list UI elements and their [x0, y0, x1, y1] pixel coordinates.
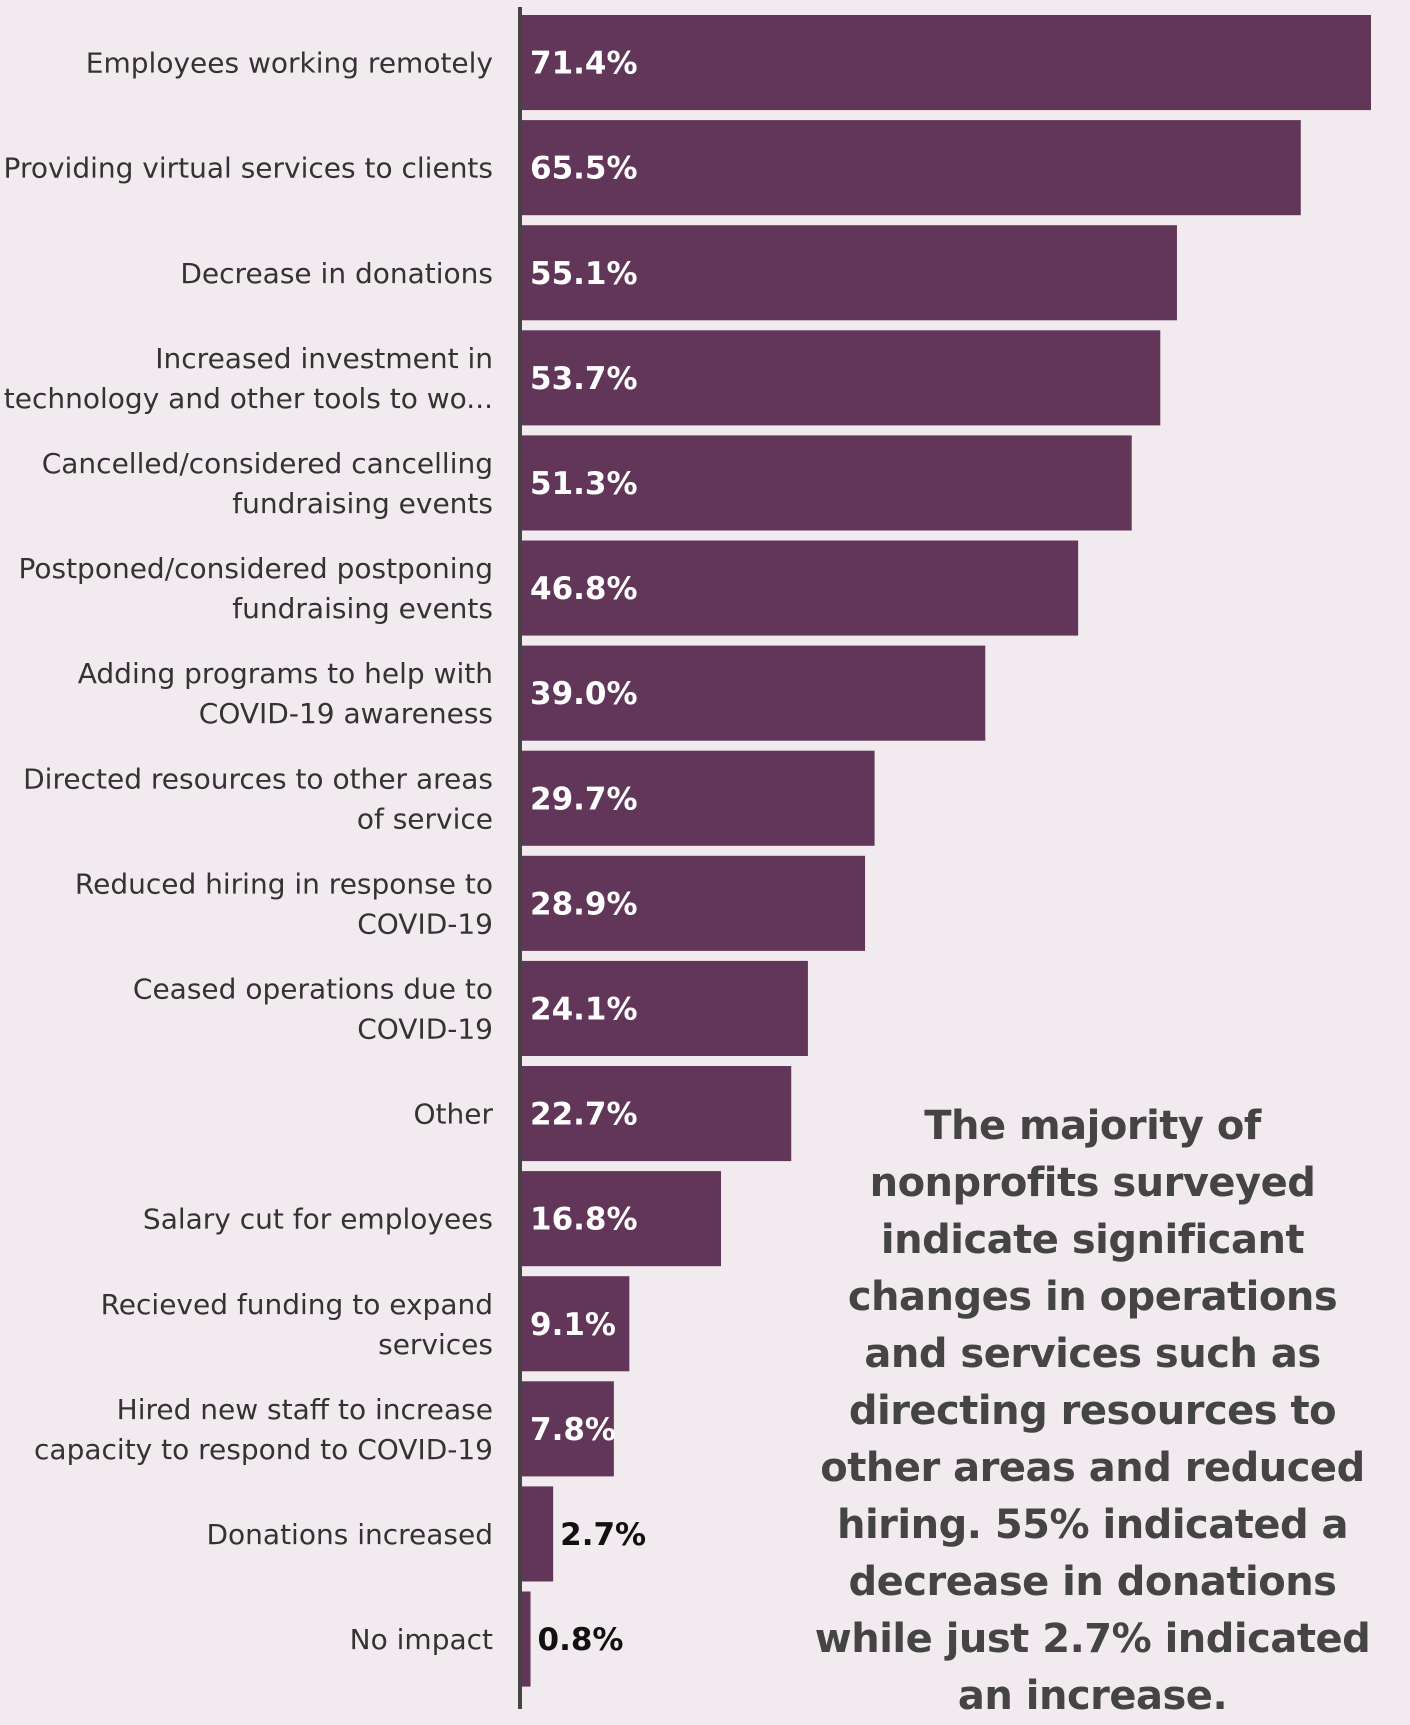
category-label-5: Postponed/considered postponing fundraisi…	[18, 552, 493, 625]
bar-7	[521, 750, 875, 846]
value-label-2: 55.1%	[530, 256, 638, 292]
category-label-14: Donations increased	[206, 1518, 493, 1551]
bar-5	[521, 540, 1079, 636]
bar-0	[521, 15, 1371, 111]
value-label-3: 53.7%	[530, 361, 638, 397]
value-label-0: 71.4%	[530, 46, 638, 82]
bar-13	[521, 1381, 614, 1477]
value-label-5: 46.8%	[530, 571, 638, 607]
value-label-4: 51.3%	[530, 466, 638, 502]
value-label-13: 7.8%	[530, 1412, 616, 1448]
category-label-6: Adding programs to help with COVID-19 awa…	[78, 657, 493, 730]
category-label-13: Hired new staff to increase capacity to r…	[34, 1393, 493, 1466]
bar-11	[521, 1171, 721, 1267]
value-label-7: 29.7%	[530, 781, 638, 817]
value-label-6: 39.0%	[530, 676, 638, 712]
bar-3	[521, 330, 1161, 426]
category-label-4: Cancelled/considered cancelling fundraisi…	[42, 447, 493, 520]
value-label-15: 0.8%	[538, 1622, 624, 1658]
category-label-9: Ceased operations due to COVID-19	[133, 972, 493, 1045]
bar-8	[521, 855, 866, 951]
bar-1	[521, 120, 1301, 216]
category-label-15: No impact	[350, 1623, 493, 1656]
bar-9	[521, 960, 808, 1056]
category-label-2: Decrease in donations	[180, 257, 493, 290]
category-label-12: Recieved funding to expand services	[101, 1288, 493, 1361]
value-label-11: 16.8%	[530, 1202, 638, 1238]
value-label-10: 22.7%	[530, 1097, 638, 1133]
bar-12	[521, 1276, 630, 1372]
value-label-12: 9.1%	[530, 1307, 616, 1343]
category-label-11: Salary cut for employees	[143, 1203, 493, 1236]
bar-14	[521, 1486, 554, 1582]
bar-2	[521, 225, 1177, 321]
chart-annotation: The majority of nonprofits surveyed indi…	[814, 1103, 1371, 1719]
category-label-10: Other	[413, 1098, 493, 1131]
category-label-3: Increased investment in technology and ot…	[4, 342, 493, 415]
bar-4	[521, 435, 1132, 531]
category-label-0: Employees working remotely	[86, 47, 493, 80]
category-label-7: Directed resources to other areas of serv…	[23, 762, 493, 835]
value-label-14: 2.7%	[560, 1517, 646, 1553]
category-label-8: Reduced hiring in response to COVID-19	[75, 867, 493, 940]
bar-6	[521, 645, 986, 741]
value-label-9: 24.1%	[530, 991, 638, 1027]
bar-15	[521, 1591, 531, 1687]
category-label-1: Providing virtual services to clients	[4, 152, 493, 185]
value-label-1: 65.5%	[530, 151, 638, 187]
bar-10	[521, 1066, 792, 1162]
value-label-8: 28.9%	[530, 886, 638, 922]
